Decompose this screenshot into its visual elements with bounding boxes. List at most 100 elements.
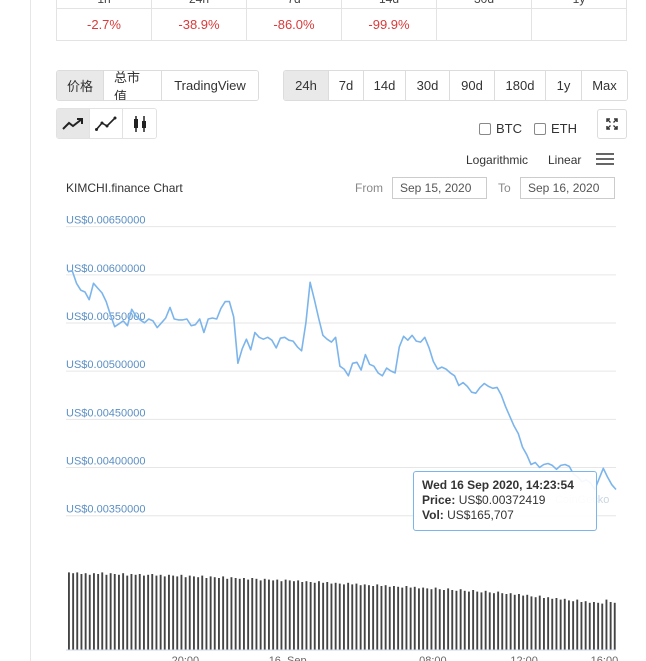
volume-bar: [601, 603, 604, 650]
volume-bar: [384, 585, 387, 650]
change-value-row: -2.7% -38.9% -86.0% -99.9%: [56, 8, 627, 41]
volume-bar: [172, 575, 175, 650]
volume-bar: [163, 576, 166, 650]
volume-bar: [413, 586, 416, 650]
tab-market-cap[interactable]: 总市值: [104, 71, 162, 100]
period-90d[interactable]: 90d: [450, 71, 495, 100]
volume-bar: [297, 580, 300, 650]
volume-bar: [405, 586, 408, 650]
volume-bar: [330, 583, 333, 650]
volume-bar: [463, 590, 466, 650]
volume-bar: [259, 580, 262, 650]
volume-bar: [468, 591, 470, 650]
x-tick-label: 16:00: [591, 655, 619, 661]
checkbox-icon: [479, 122, 491, 135]
volume-bar: [72, 573, 75, 650]
volume-bar: [418, 588, 420, 650]
volume-bar: [322, 582, 325, 650]
scale-logarithmic-button[interactable]: Logarithmic: [466, 153, 529, 167]
period-7d[interactable]: 7d: [329, 71, 364, 100]
volume-bar: [334, 582, 337, 650]
volume-bar: [222, 576, 225, 650]
volume-bar: [568, 600, 570, 650]
volume-bar: [368, 585, 370, 650]
volume-bar: [88, 574, 91, 650]
range-to-input[interactable]: Sep 16, 2020: [520, 177, 615, 199]
line-chart-button[interactable]: [57, 109, 90, 138]
metric-tab-group: 价格 总市值 TradingView: [56, 70, 259, 101]
volume-bar: [447, 588, 450, 650]
volume-bar: [213, 577, 216, 650]
volume-bar: [155, 575, 158, 650]
fullscreen-button[interactable]: [597, 109, 627, 139]
volume-bar: [347, 582, 350, 650]
period-max[interactable]: Max: [582, 71, 627, 100]
volume-bar: [268, 579, 270, 650]
range-from-input[interactable]: Sep 15, 2020: [392, 177, 487, 199]
volume-bar: [251, 578, 254, 650]
period-30d[interactable]: 30d: [406, 71, 450, 100]
y-tick-label: US$0.00550000: [66, 311, 146, 323]
hamburger-menu-icon[interactable]: [596, 153, 614, 167]
change-value-1h: -2.7%: [56, 8, 152, 41]
x-tick-label: 08:00: [419, 655, 447, 661]
checkbox-icon: [534, 122, 546, 135]
volume-bar: [355, 583, 358, 650]
y-tick-label: US$0.00400000: [66, 456, 146, 468]
price-line: [67, 269, 617, 491]
volume-bar: [238, 578, 241, 650]
candlestick-button[interactable]: [123, 109, 156, 138]
volume-bar: [80, 574, 83, 650]
volume-bar: [588, 602, 591, 650]
volume-bar: [388, 586, 391, 650]
volume-bar: [443, 590, 445, 650]
volume-bar: [497, 591, 500, 650]
volume-bar: [138, 574, 141, 650]
tooltip-vol: US$165,707: [447, 508, 514, 522]
volume-bar: [376, 584, 379, 650]
volume-bar: [493, 593, 495, 650]
period-180d[interactable]: 180d: [495, 71, 546, 100]
tab-price[interactable]: 价格: [57, 71, 104, 100]
period-1y[interactable]: 1y: [546, 71, 582, 100]
volume-bar: [76, 572, 79, 650]
period-14d[interactable]: 14d: [364, 71, 406, 100]
volume-bar: [293, 581, 295, 650]
period-24h[interactable]: 24h: [284, 71, 329, 100]
tab-tradingview[interactable]: TradingView: [162, 71, 258, 100]
volume-bar: [205, 578, 208, 650]
candlestick-icon: [133, 115, 146, 132]
volume-bar: [501, 593, 504, 650]
volume-bar: [230, 577, 233, 650]
volume-bar: [488, 592, 491, 650]
volume-bar: [105, 574, 108, 650]
volume-bar: [597, 602, 600, 650]
x-tick-label: 12:00: [510, 655, 538, 661]
tooltip-vol-label: Vol:: [422, 508, 444, 522]
volume-bar: [451, 590, 454, 650]
volume-bar: [255, 578, 258, 650]
tooltip-price-label: Price:: [422, 493, 456, 507]
x-axis-labels: 20:00 16. Sep 08:00 12:00 16:00: [172, 655, 619, 661]
volume-bar: [543, 598, 545, 650]
volume-bar: [393, 586, 395, 650]
volume-bar: [509, 593, 512, 650]
volume-bar: [301, 582, 304, 650]
volume-bar: [605, 599, 608, 650]
volume-bar: [343, 584, 345, 650]
volume-bar: [434, 587, 437, 650]
volume-bar: [438, 589, 441, 650]
compare-eth-checkbox[interactable]: ETH: [534, 121, 577, 136]
compare-btc-checkbox[interactable]: BTC: [479, 121, 522, 136]
volume-bar: [193, 576, 195, 650]
smooth-line-button[interactable]: [90, 109, 123, 138]
line-chart-icon: [62, 117, 83, 130]
volume-bar: [218, 578, 220, 650]
scale-linear-button[interactable]: Linear: [548, 153, 582, 167]
volume-bar: [613, 602, 616, 650]
volume-bar: [209, 576, 212, 650]
volume-bar: [576, 599, 579, 650]
y-tick-label: US$0.00600000: [66, 263, 146, 275]
volume-bar: [151, 574, 154, 650]
